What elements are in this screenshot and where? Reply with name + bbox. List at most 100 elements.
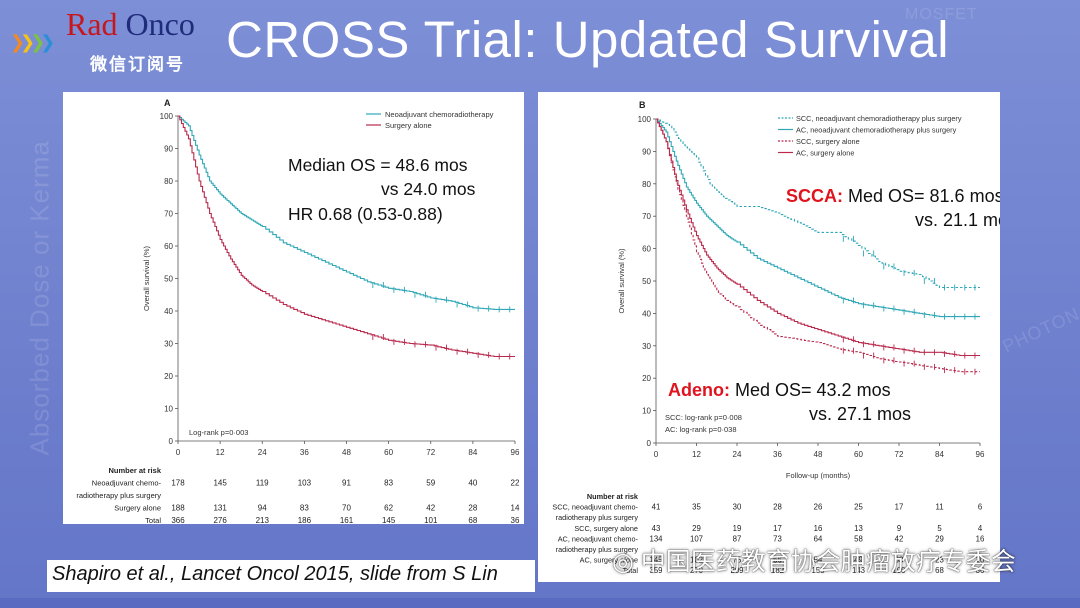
risk-value: 26 <box>814 503 823 512</box>
risk-value: 6 <box>978 503 982 512</box>
series-line-1 <box>178 115 515 358</box>
background-watermark-mosfet: MOSFET <box>905 6 978 23</box>
legend-label: AC, surgery alone <box>796 149 854 158</box>
risk-value: 182 <box>771 566 784 575</box>
x-tick-label: 96 <box>976 450 985 459</box>
y-tick-label: 50 <box>164 275 173 284</box>
risk-value: 366 <box>171 516 185 524</box>
citation-box: Shapiro et al., Lancet Oncol 2015, slide… <box>47 560 535 592</box>
annotation-scca-label: SCCA: <box>786 186 843 206</box>
risk-value: 161 <box>340 516 354 524</box>
risk-value: 11 <box>935 503 943 512</box>
risk-row-label: radiotherapy plus surgery <box>556 545 639 554</box>
annotation-scca: SCCA: Med OS= 81.6 mos <box>786 186 1000 206</box>
risk-value: 28 <box>773 503 782 512</box>
y-axis-label: Overall survival (%) <box>142 245 151 311</box>
chart-panel-a: A 0 10 20 30 40 50 60 70 80 90 100 0 12 24 36 48 60 72 84 96… <box>63 92 524 525</box>
logo-wordmark: Rad Onco <box>66 6 195 42</box>
risk-value: 42 <box>426 504 435 513</box>
x-tick-label: 96 <box>511 448 520 457</box>
chart-panel-b: B 0 10 20 30 40 50 60 70 80 90 100 0 12 24 36 48 60 72 84 96… <box>538 92 1017 582</box>
risk-value: 68 <box>468 516 477 524</box>
risk-value: 145 <box>382 516 396 524</box>
logo-arrows-icon: ❯❯❯❯ <box>10 32 55 52</box>
y-tick-label: 60 <box>642 245 651 254</box>
wechat-watermark-text: 中国医药教育协会肿瘤放疗专委会 <box>640 548 1016 576</box>
y-tick-label: 100 <box>160 112 174 121</box>
y-tick-label: 70 <box>164 210 173 219</box>
risk-value: 134 <box>649 534 663 543</box>
y-tick-label: 10 <box>642 407 651 416</box>
axes: 0 10 20 30 40 50 60 70 80 90 100 0 12 24 36 48 60 72 84 96 <box>638 115 985 459</box>
annotation-scca-text: Med OS= 81.6 mos <box>843 186 1000 206</box>
legend-label: Neoadjuvant chemoradiotherapy <box>385 110 494 119</box>
risk-table: Number at risk Neoadjuvant chemo-radiothe… <box>76 466 520 525</box>
risk-table-header: Number at risk <box>108 466 161 475</box>
panel-letter: B <box>639 100 646 110</box>
risk-value: 107 <box>690 534 703 543</box>
y-tick-label: 20 <box>164 372 173 381</box>
risk-value: 270 <box>690 566 704 575</box>
y-tick-label: 40 <box>642 309 651 318</box>
risk-value: 70 <box>342 504 351 513</box>
legend-label: SCC, surgery alone <box>796 137 860 146</box>
radonco-logo: ❯❯❯❯ Rad Onco 微信订阅号 <box>10 6 220 76</box>
risk-value: 19 <box>733 524 742 533</box>
risk-value: 30 <box>733 503 742 512</box>
y-tick-label: 80 <box>164 177 173 186</box>
risk-value: 102 <box>690 556 703 565</box>
x-tick-label: 72 <box>426 448 435 457</box>
risk-value: 186 <box>298 516 312 524</box>
annotation-scca-vs: vs. 21.1 mos <box>915 210 1000 230</box>
y-tick-label: 50 <box>642 277 651 286</box>
risk-value: 143 <box>852 566 865 575</box>
risk-row-label: Total <box>623 566 639 575</box>
risk-value: 73 <box>773 534 782 543</box>
y-tick-label: 60 <box>164 242 173 251</box>
risk-value: 40 <box>468 479 477 488</box>
risk-value: 16 <box>814 524 823 533</box>
x-tick-label: 0 <box>176 448 181 457</box>
risk-value: 29 <box>692 524 701 533</box>
risk-row-label: SCC, surgery alone <box>574 524 638 533</box>
risk-value: 25 <box>854 503 863 512</box>
y-tick-label: 80 <box>642 180 651 189</box>
series-line-2 <box>656 118 980 373</box>
logo-subtitle: 微信订阅号 <box>90 55 185 75</box>
risk-row-label: radiotherapy plus surgery <box>76 491 161 500</box>
survival-chart-a: A 0 10 20 30 40 50 60 70 80 90 100 0 12 24 36 48 60 72 84 96… <box>76 98 520 525</box>
y-axis-label: Overall survival (%) <box>617 248 626 314</box>
annotation-adeno: Adeno: Med OS= 43.2 mos <box>668 380 891 400</box>
annotation-median-os: Median OS = 48.6 mos <box>288 155 468 175</box>
x-tick-label: 12 <box>692 450 701 459</box>
log-rank-ac: AC: log-rank p=0·038 <box>665 425 737 434</box>
y-tick-label: 20 <box>642 374 651 383</box>
risk-value: 101 <box>424 516 438 524</box>
risk-value: 119 <box>256 479 269 488</box>
x-axis-label: Follow-up (months) <box>786 471 851 480</box>
risk-value: 213 <box>256 516 270 524</box>
series-line-1 <box>656 118 980 318</box>
x-tick-label: 60 <box>854 450 863 459</box>
x-tick-label: 12 <box>216 448 225 457</box>
y-tick-label: 0 <box>647 439 652 448</box>
risk-value: 131 <box>213 504 227 513</box>
citation-text: Shapiro et al., Lancet Oncol 2015, slide… <box>52 563 498 585</box>
y-tick-label: 10 <box>164 405 173 414</box>
x-tick-label: 36 <box>773 450 782 459</box>
risk-row-label: Neoadjuvant chemo- <box>92 479 162 488</box>
x-tick-label: 48 <box>814 450 823 459</box>
annotation-adeno-vs: vs. 27.1 mos <box>809 404 911 424</box>
y-tick-label: 100 <box>638 115 652 124</box>
risk-value: 276 <box>213 516 227 524</box>
risk-value: 83 <box>384 479 393 488</box>
y-tick-label: 90 <box>164 145 173 154</box>
y-tick-label: 30 <box>164 340 173 349</box>
risk-value: 83 <box>300 504 309 513</box>
wechat-watermark: ◎ 中国医药教育协会肿瘤放疗专委会 <box>612 542 1016 578</box>
risk-value: 62 <box>384 504 393 513</box>
annotation-adeno-label: Adeno: <box>668 380 730 400</box>
x-tick-label: 84 <box>468 448 477 457</box>
slide-title: CROSS Trial: Updated Survival <box>226 11 950 68</box>
